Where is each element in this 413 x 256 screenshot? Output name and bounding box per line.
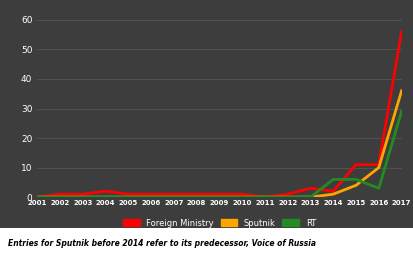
Legend: Foreign Ministry, Sputnik, RT: Foreign Ministry, Sputnik, RT	[123, 219, 315, 228]
Title: "Russophobia"
Mentions 2001-2017: "Russophobia" Mentions 2001-2017	[143, 0, 295, 1]
Text: Entries for Sputnik before 2014 refer to its predecessor, Voice of Russia: Entries for Sputnik before 2014 refer to…	[8, 239, 316, 248]
